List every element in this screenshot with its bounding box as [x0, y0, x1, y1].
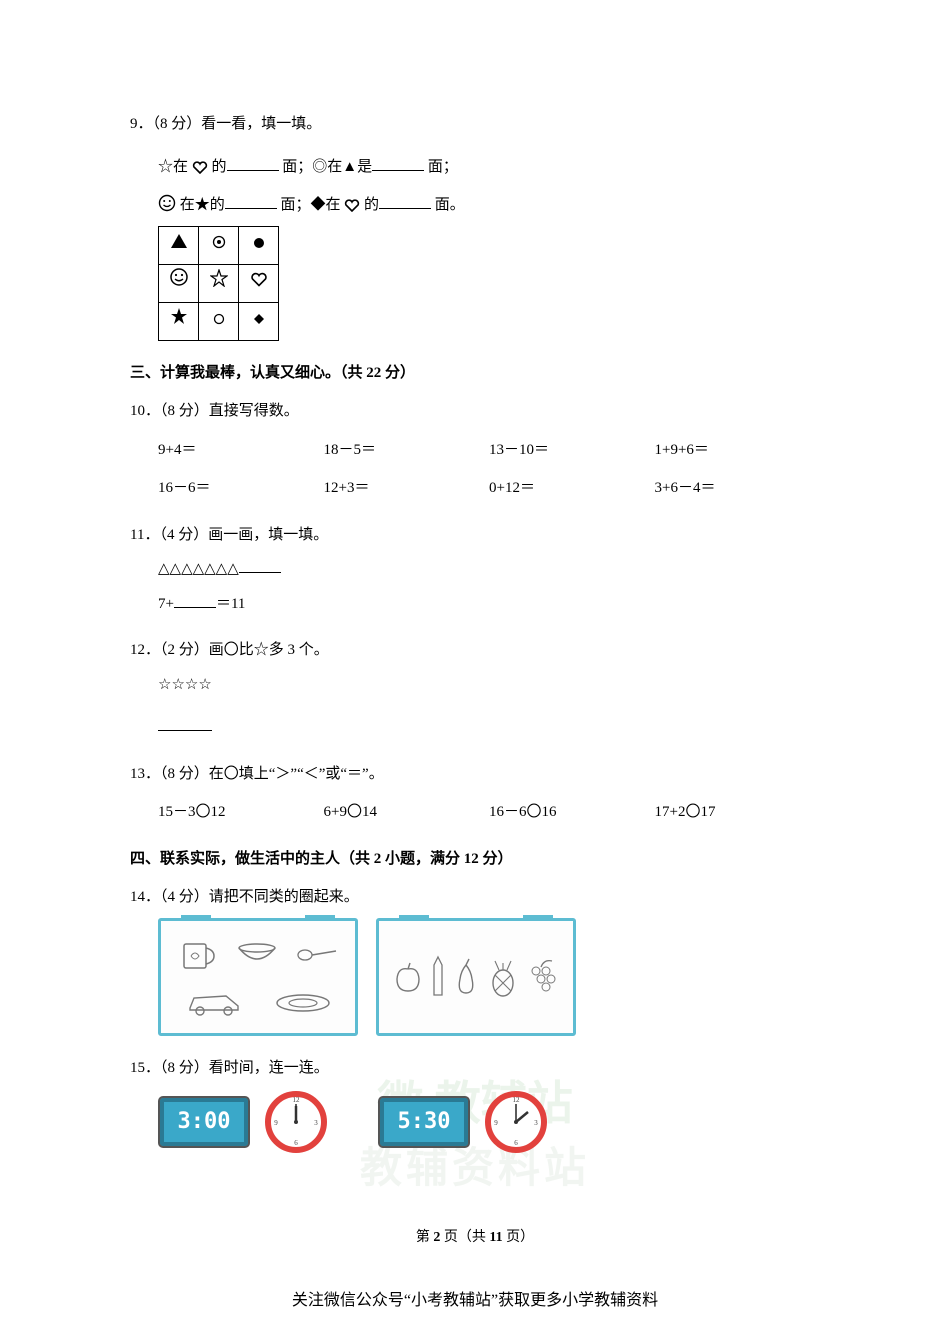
analog-clock-icon: 12 3 6 9 — [484, 1090, 548, 1154]
q9-l1-b: 的 — [212, 159, 227, 175]
bowl-icon — [235, 940, 279, 970]
mug-icon — [178, 936, 218, 974]
car-icon — [186, 988, 242, 1018]
page-number: 第 2 页（共 11 页） — [0, 1225, 950, 1252]
question-14: 14．（4 分）请把不同类的圈起来。 — [130, 883, 820, 1036]
q9-l2-a: 在★的 — [180, 197, 225, 213]
question-9: 9．（8 分）看一看，填一填。 ☆在 的 面；◎在▲是 面； 在★的 面；◆在 … — [130, 110, 820, 341]
page-content: 9．（8 分）看一看，填一填。 ☆在 的 面；◎在▲是 面； 在★的 面；◆在 … — [130, 110, 820, 1154]
svg-text:9: 9 — [274, 1119, 278, 1127]
question-13: 13．（8 分）在〇填上“＞”“＜”或“＝”。 15－3〇12 6+9〇14 1… — [130, 760, 820, 827]
q14-header: 14．（4 分）请把不同类的圈起来。 — [130, 883, 820, 912]
compare-item: 16－6〇16 — [489, 798, 655, 827]
q9-grid — [158, 226, 279, 341]
question-15: 15．（8 分）看时间，连一连。 3:00 12 3 6 9 5:30 12 3 6 9 — [130, 1054, 820, 1155]
svg-text:3: 3 — [314, 1119, 318, 1127]
grapes-icon — [524, 957, 562, 997]
grid-cell — [199, 302, 239, 340]
q9-l1-a: ☆在 — [158, 159, 188, 175]
q12-header: 12．（2 分）画〇比☆多 3 个。 — [130, 636, 820, 665]
triangle-row: △△△△△△△ — [158, 561, 239, 577]
q14-box-1 — [158, 918, 358, 1036]
blank[interactable] — [227, 156, 279, 171]
q10-header: 10．（8 分）直接写得数。 — [130, 397, 820, 426]
pineapple-icon — [487, 955, 519, 999]
heart-outline-icon — [344, 198, 360, 212]
grid-cell — [239, 302, 279, 340]
grid-cell — [239, 226, 279, 264]
blank[interactable] — [239, 558, 281, 573]
q12-stars: ☆☆☆☆ — [130, 671, 820, 700]
svg-text:9: 9 — [494, 1119, 498, 1127]
blank[interactable] — [158, 716, 212, 731]
q14-boxes — [130, 918, 820, 1036]
svg-text:6: 6 — [294, 1139, 298, 1147]
heart-outline-icon — [192, 160, 208, 174]
blank[interactable] — [379, 194, 431, 209]
calc-item: 0+12＝ — [489, 474, 655, 503]
svg-text:12: 12 — [513, 1096, 521, 1104]
q12-answer-line — [130, 713, 820, 742]
page-current: 2 — [433, 1230, 440, 1245]
footer-note: 关注微信公众号“小考教辅站”获取更多小学教辅资料 — [0, 1286, 950, 1316]
section-3-heading: 三、计算我最棒，认真又细心。（共 22 分） — [130, 359, 820, 388]
q11-header: 11．（4 分）画一画，填一填。 — [130, 521, 820, 550]
grid-cell — [199, 226, 239, 264]
grid-cell — [199, 264, 239, 302]
page-total: 11 — [489, 1230, 502, 1245]
svg-text:3: 3 — [534, 1119, 538, 1127]
grid-cell — [159, 264, 199, 302]
spoon-icon — [296, 943, 338, 967]
q11-triangles: △△△△△△△ — [130, 555, 820, 584]
digital-clock-1: 3:00 — [158, 1096, 250, 1148]
question-11: 11．（4 分）画一画，填一填。 △△△△△△△ 7+ ＝11 — [130, 521, 820, 619]
q9-line2: 在★的 面；◆在 的 面。 — [130, 191, 820, 220]
svg-text:6: 6 — [514, 1139, 518, 1147]
q10-row1: 9+4＝ 18－5＝ 13－10＝ 1+9+6＝ — [130, 436, 820, 465]
calc-item: 16－6＝ — [158, 474, 324, 503]
question-10: 10．（8 分）直接写得数。 9+4＝ 18－5＝ 13－10＝ 1+9+6＝ … — [130, 397, 820, 503]
calc-item: 18－5＝ — [324, 436, 490, 465]
smiley-icon — [158, 194, 176, 212]
blank[interactable] — [225, 194, 277, 209]
calc-item: 1+9+6＝ — [655, 436, 821, 465]
apple-icon — [390, 959, 426, 995]
q9-header: 9．（8 分）看一看，填一填。 — [130, 110, 820, 139]
q9-l2-d: 面。 — [435, 197, 465, 213]
blank[interactable] — [174, 593, 216, 608]
svg-text:12: 12 — [293, 1096, 301, 1104]
q11-equation: 7+ ＝11 — [130, 590, 820, 619]
question-12: 12．（2 分）画〇比☆多 3 个。 ☆☆☆☆ — [130, 636, 820, 742]
section-4-heading: 四、联系实际，做生活中的主人（共 2 小题，满分 12 分） — [130, 845, 820, 874]
q9-l2-b: 面；◆在 — [281, 197, 341, 213]
compare-item: 6+9〇14 — [324, 798, 490, 827]
grid-cell — [239, 264, 279, 302]
q14-box-2 — [376, 918, 576, 1036]
analog-clock-icon: 12 3 6 9 — [264, 1090, 328, 1154]
q15-clock-row: 3:00 12 3 6 9 5:30 12 3 6 9 — [130, 1090, 820, 1154]
compare-item: 17+2〇17 — [655, 798, 821, 827]
pear-icon — [451, 957, 481, 997]
q9-l2-c: 的 — [364, 197, 379, 213]
q13-header: 13．（8 分）在〇填上“＞”“＜”或“＝”。 — [130, 760, 820, 789]
pencil-icon — [431, 955, 445, 999]
q9-line1: ☆在 的 面；◎在▲是 面； — [130, 153, 820, 182]
q9-l1-d: 面； — [428, 159, 458, 175]
compare-item: 15－3〇12 — [158, 798, 324, 827]
q13-row: 15－3〇12 6+9〇14 16－6〇16 17+2〇17 — [130, 798, 820, 827]
q10-row2: 16－6＝ 12+3＝ 0+12＝ 3+6－4＝ — [130, 474, 820, 503]
q9-l1-c: 面；◎在▲是 — [282, 159, 372, 175]
calc-item: 9+4＝ — [158, 436, 324, 465]
plate-icon — [275, 992, 331, 1014]
calc-item: 12+3＝ — [324, 474, 490, 503]
calc-item: 3+6－4＝ — [655, 474, 821, 503]
calc-item: 13－10＝ — [489, 436, 655, 465]
grid-cell — [159, 226, 199, 264]
digital-clock-2: 5:30 — [378, 1096, 470, 1148]
eq-part: ＝11 — [216, 596, 245, 612]
eq-part: 7+ — [158, 596, 174, 612]
q15-header: 15．（8 分）看时间，连一连。 — [130, 1054, 820, 1083]
blank[interactable] — [372, 156, 424, 171]
grid-cell — [159, 302, 199, 340]
